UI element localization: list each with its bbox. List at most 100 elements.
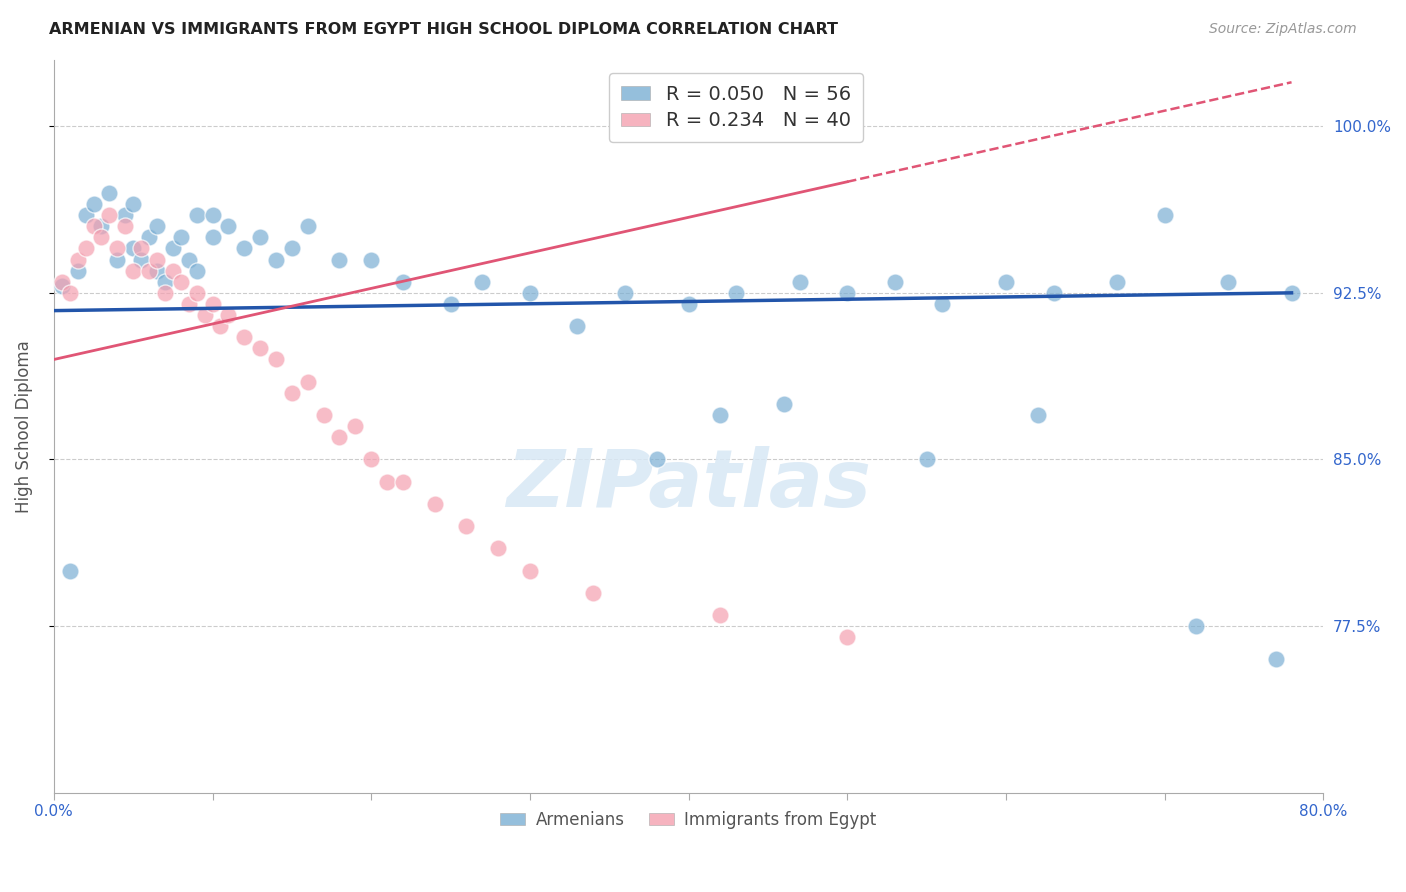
Point xyxy=(66,263,89,277)
Point xyxy=(129,241,152,255)
Point xyxy=(146,219,169,234)
Point xyxy=(153,275,176,289)
Text: Source: ZipAtlas.com: Source: ZipAtlas.com xyxy=(1209,22,1357,37)
Point xyxy=(1264,652,1286,666)
Point xyxy=(1216,275,1239,289)
Point xyxy=(582,585,605,599)
Point xyxy=(201,208,224,222)
Point xyxy=(519,285,541,300)
Point xyxy=(201,230,224,244)
Point xyxy=(83,197,105,211)
Point xyxy=(360,452,382,467)
Point xyxy=(456,519,478,533)
Point xyxy=(1281,285,1303,300)
Point xyxy=(122,241,145,255)
Point xyxy=(439,297,461,311)
Legend: Armenians, Immigrants from Egypt: Armenians, Immigrants from Egypt xyxy=(494,805,883,836)
Text: ZIPatlas: ZIPatlas xyxy=(506,446,872,524)
Point xyxy=(194,308,217,322)
Point xyxy=(423,497,446,511)
Point xyxy=(837,630,859,644)
Y-axis label: High School Diploma: High School Diploma xyxy=(15,340,32,513)
Point xyxy=(98,186,121,200)
Point xyxy=(281,385,304,400)
Point xyxy=(328,430,350,444)
Point xyxy=(709,607,731,622)
Point xyxy=(297,375,319,389)
Point xyxy=(83,219,105,234)
Point xyxy=(186,285,208,300)
Point xyxy=(519,564,541,578)
Point xyxy=(233,330,256,344)
Point xyxy=(360,252,382,267)
Point xyxy=(59,564,82,578)
Point xyxy=(264,352,287,367)
Point xyxy=(471,275,494,289)
Point xyxy=(772,397,794,411)
Point xyxy=(249,342,271,356)
Point xyxy=(725,285,748,300)
Point xyxy=(264,252,287,267)
Point xyxy=(75,208,97,222)
Point xyxy=(51,275,73,289)
Point xyxy=(170,275,193,289)
Point xyxy=(66,252,89,267)
Point xyxy=(122,197,145,211)
Point xyxy=(146,252,169,267)
Point xyxy=(486,541,509,556)
Text: ARMENIAN VS IMMIGRANTS FROM EGYPT HIGH SCHOOL DIPLOMA CORRELATION CHART: ARMENIAN VS IMMIGRANTS FROM EGYPT HIGH S… xyxy=(49,22,838,37)
Point xyxy=(129,252,152,267)
Point xyxy=(281,241,304,255)
Point xyxy=(217,308,239,322)
Point xyxy=(1042,285,1064,300)
Point xyxy=(201,297,224,311)
Point xyxy=(709,408,731,422)
Point xyxy=(114,219,136,234)
Point xyxy=(186,263,208,277)
Point xyxy=(1185,619,1208,633)
Point xyxy=(162,263,184,277)
Point xyxy=(645,452,668,467)
Point xyxy=(678,297,700,311)
Point xyxy=(1153,208,1175,222)
Point xyxy=(105,241,128,255)
Point xyxy=(1105,275,1128,289)
Point xyxy=(90,230,112,244)
Point xyxy=(170,230,193,244)
Point xyxy=(162,241,184,255)
Point xyxy=(297,219,319,234)
Point xyxy=(105,252,128,267)
Point xyxy=(122,263,145,277)
Point xyxy=(249,230,271,244)
Point xyxy=(209,319,232,334)
Point xyxy=(614,285,637,300)
Point xyxy=(233,241,256,255)
Point xyxy=(146,263,169,277)
Point xyxy=(59,285,82,300)
Point xyxy=(186,208,208,222)
Point xyxy=(312,408,335,422)
Point xyxy=(931,297,953,311)
Point xyxy=(328,252,350,267)
Point xyxy=(994,275,1017,289)
Point xyxy=(51,279,73,293)
Point xyxy=(217,219,239,234)
Point xyxy=(915,452,938,467)
Point xyxy=(75,241,97,255)
Point xyxy=(98,208,121,222)
Point xyxy=(883,275,905,289)
Point xyxy=(138,263,160,277)
Point xyxy=(177,297,200,311)
Point xyxy=(344,419,367,434)
Point xyxy=(392,275,415,289)
Point xyxy=(375,475,398,489)
Point xyxy=(837,285,859,300)
Point xyxy=(567,319,589,334)
Point xyxy=(177,252,200,267)
Point xyxy=(114,208,136,222)
Point xyxy=(153,285,176,300)
Point xyxy=(1026,408,1049,422)
Point xyxy=(392,475,415,489)
Point xyxy=(789,275,811,289)
Point xyxy=(138,230,160,244)
